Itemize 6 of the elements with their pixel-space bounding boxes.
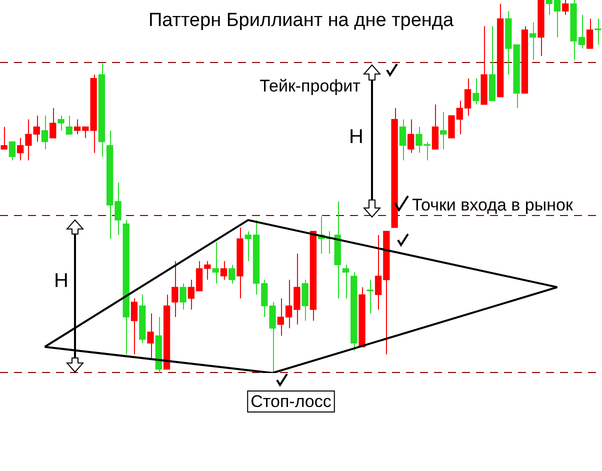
annotation: H	[349, 126, 364, 149]
text: Паттерн Бриллиант на дне тренда	[147, 10, 455, 32]
ref-line-label: Стоп-лосс	[250, 392, 332, 411]
annotation: H	[54, 270, 68, 293]
ref-line-label: Тейк-профит	[260, 76, 361, 96]
ref-line-label: Точки входа в рынок	[412, 195, 574, 214]
